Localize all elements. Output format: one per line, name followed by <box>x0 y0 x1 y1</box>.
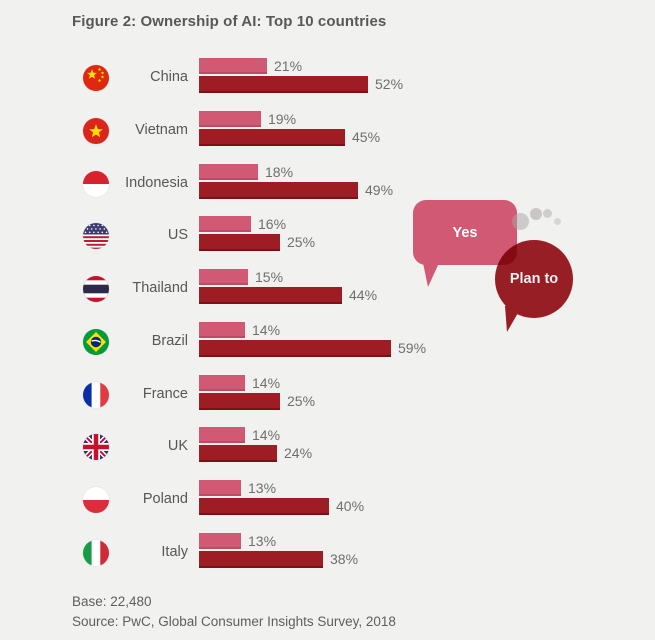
country-row: Thailand 15% 44% <box>0 269 655 305</box>
country-label: UK <box>167 438 188 454</box>
flag-us-icon <box>83 223 109 249</box>
country-row: Brazil 14% 59% <box>0 322 655 358</box>
yes-bar <box>199 322 245 338</box>
yes-value-label: 21% <box>274 58 303 74</box>
country-label: China <box>150 69 188 85</box>
plan-to-value-label: 38% <box>330 551 359 567</box>
yes-bar <box>199 480 241 496</box>
legend-plan-label: Plan to <box>509 271 559 287</box>
legend-plan-bubble-group: Plan to <box>495 240 573 335</box>
yes-bar <box>199 427 245 443</box>
source-note: Source: PwC, Global Consumer Insights Su… <box>72 613 396 629</box>
yes-value-label: 13% <box>248 533 277 549</box>
thought-dot-icon <box>530 208 542 220</box>
legend-yes-label: Yes <box>452 224 478 241</box>
country-row: UK 14% 24% <box>0 427 655 463</box>
plan-to-bar <box>199 445 277 462</box>
yes-value-label: 19% <box>268 111 297 127</box>
country-label: Vietnam <box>135 122 188 138</box>
country-label: Poland <box>142 491 188 507</box>
yes-value-label: 14% <box>252 322 281 338</box>
thought-dot-icon <box>512 213 529 230</box>
flag-italy-icon <box>83 540 109 566</box>
chart-footer: Base: 22,480 Source: PwC, Global Consume… <box>72 592 396 631</box>
legend-yes-bubble: Yes <box>413 200 517 287</box>
country-label: Thailand <box>132 280 188 296</box>
chart-title: Figure 2: Ownership of AI: Top 10 countr… <box>72 13 387 30</box>
plan-to-bar <box>199 287 342 304</box>
thought-dot-icon <box>543 209 552 218</box>
yes-bar <box>199 533 241 549</box>
plan-to-value-label: 59% <box>398 340 427 356</box>
yes-value-label: 18% <box>265 164 294 180</box>
plan-to-value-label: 49% <box>365 182 394 198</box>
yes-bar <box>199 375 245 391</box>
plan-to-bar <box>199 340 391 357</box>
yes-value-label: 13% <box>248 480 277 496</box>
plan-to-value-label: 25% <box>287 234 316 250</box>
country-row: Vietnam 19% 45% <box>0 111 655 147</box>
country-label: US <box>167 227 188 243</box>
legend-plan-bubble-tail-icon <box>505 306 522 332</box>
plan-to-bar <box>199 182 358 199</box>
yes-bar <box>199 58 267 74</box>
yes-value-label: 15% <box>255 269 284 285</box>
flag-uk-icon <box>83 434 109 460</box>
base-note: Base: 22,480 <box>72 594 152 609</box>
flag-indonesia-icon <box>83 171 109 197</box>
country-label: Italy <box>161 544 188 560</box>
country-label: Indonesia <box>125 175 188 191</box>
yes-value-label: 16% <box>258 216 287 232</box>
plan-to-bar <box>199 551 323 568</box>
thought-dot-icon <box>554 218 561 225</box>
plan-to-value-label: 24% <box>284 445 313 461</box>
country-row: China 21% 52% <box>0 58 655 94</box>
country-row: France 14% 25% <box>0 375 655 411</box>
plan-to-value-label: 40% <box>336 498 365 514</box>
country-row: US 16% 25% <box>0 216 655 252</box>
country-label: Brazil <box>151 333 188 349</box>
country-row: Indonesia 18% 49% <box>0 164 655 200</box>
yes-value-label: 14% <box>252 375 281 391</box>
plan-to-value-label: 44% <box>349 287 378 303</box>
flag-china-icon <box>83 65 109 91</box>
plan-to-bar <box>199 129 345 146</box>
yes-bar <box>199 216 251 232</box>
country-label: France <box>142 386 188 402</box>
legend-plan-bubble: Plan to <box>495 240 573 318</box>
plan-to-bar <box>199 234 280 251</box>
legend-yes-bubble-tail-icon <box>423 263 439 287</box>
yes-bar <box>199 269 248 285</box>
plan-to-bar <box>199 76 368 93</box>
flag-brazil-icon <box>83 329 109 355</box>
flag-poland-icon <box>83 487 109 513</box>
plan-to-value-label: 45% <box>352 129 381 145</box>
country-row: Poland 13% 40% <box>0 480 655 516</box>
yes-bar <box>199 111 261 127</box>
yes-bar <box>199 164 258 180</box>
plan-to-bar <box>199 498 329 515</box>
flag-france-icon <box>83 382 109 408</box>
plan-to-value-label: 52% <box>375 76 404 92</box>
country-row: Italy 13% 38% <box>0 533 655 569</box>
flag-thailand-icon <box>83 276 109 302</box>
plan-to-value-label: 25% <box>287 393 316 409</box>
flag-vietnam-icon <box>83 118 109 144</box>
yes-value-label: 14% <box>252 427 281 443</box>
plan-to-bar <box>199 393 280 410</box>
